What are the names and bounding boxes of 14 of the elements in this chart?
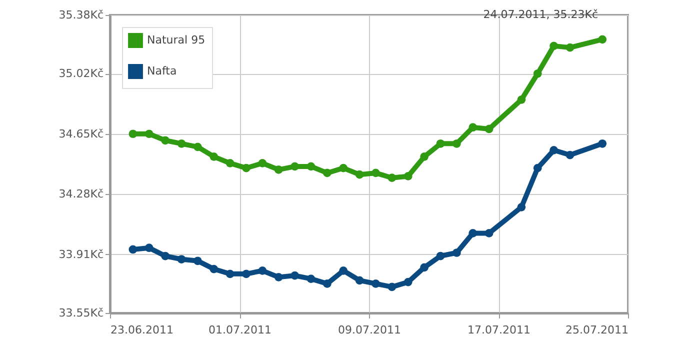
y-tick-label: 35.02Kč: [58, 67, 104, 80]
x-tick-label: 09.07.2011: [338, 324, 401, 336]
legend-label: Nafta: [147, 64, 177, 78]
y-tick-label: 34.28Kč: [58, 188, 104, 201]
y-tick-label: 33.55Kč: [58, 306, 104, 320]
legend-label: Natural 95: [147, 34, 206, 46]
x-tick-label: 23.06.2011: [110, 324, 174, 336]
x-tick-label: 17.07.2011: [468, 324, 530, 336]
x-tick-label: 01.07.2011: [208, 324, 272, 336]
y-tick-label: 33.91Kč: [58, 248, 104, 261]
x-tick-label: 25.07.2011: [566, 324, 628, 336]
y-tick-label: 34.65Kč: [58, 127, 104, 140]
annotation: 24.07.2011, 35.23Kč: [483, 8, 598, 21]
y-tick-label: 35.38Kč: [58, 8, 104, 22]
